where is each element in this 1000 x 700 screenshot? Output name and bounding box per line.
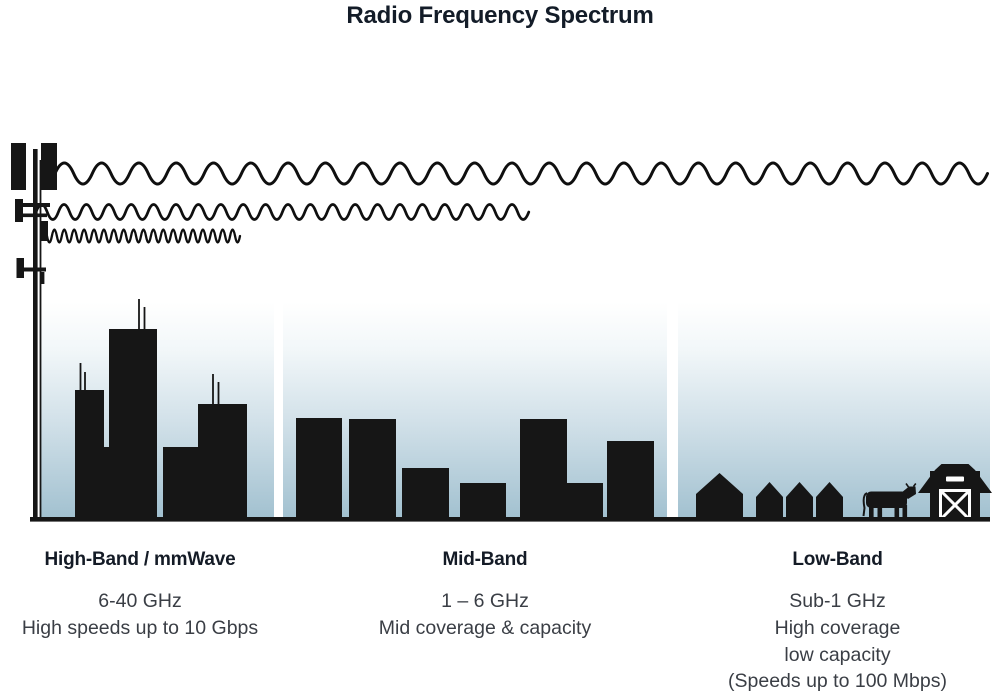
low-band-heading: Low-Band	[792, 549, 883, 570]
rooftop-antenna-icon	[79, 299, 220, 405]
cell-tower-icon	[11, 143, 57, 518]
low-band-wave-icon	[53, 161, 989, 186]
mid-band-frequency: 1 – 6 GHz	[441, 590, 529, 612]
building	[520, 419, 567, 520]
low-band-label: Low-Band Sub-1 GHz High coverage low cap…	[700, 549, 975, 695]
building	[460, 483, 506, 520]
high-band-wave-icon	[40, 228, 242, 244]
midband-sky-panel	[283, 302, 667, 518]
highband-skyline	[75, 299, 247, 520]
house-icon	[786, 482, 813, 520]
building	[607, 441, 654, 520]
building	[296, 418, 342, 520]
cow-icon	[862, 483, 917, 520]
low-band-coverage: High coverage	[774, 616, 901, 639]
building	[402, 468, 449, 520]
house-icon	[696, 473, 743, 520]
ground-line	[30, 517, 990, 522]
building	[567, 483, 603, 520]
building	[103, 447, 111, 520]
high-band-heading: High-Band / mmWave	[44, 549, 236, 570]
mid-band-heading: Mid-Band	[442, 549, 528, 570]
high-band-frequency: 6-40 GHz	[98, 590, 182, 612]
low-band-frequency: Sub-1 GHz	[789, 590, 886, 612]
building	[198, 404, 247, 520]
page-title: Radio Frequency Spectrum	[346, 2, 654, 29]
mid-band-description: Mid coverage & capacity	[378, 616, 592, 639]
high-band-label: High-Band / mmWave 6-40 GHz High speeds …	[15, 549, 265, 642]
building	[75, 390, 104, 520]
house-icon	[816, 482, 843, 520]
mid-band-label: Mid-Band 1 – 6 GHz Mid coverage & capaci…	[360, 549, 610, 642]
barn-icon	[918, 464, 992, 521]
lowband-scene	[696, 464, 992, 521]
mid-band-wave-icon	[34, 203, 531, 221]
building	[109, 329, 157, 520]
low-band-speed: (Speeds up to 100 Mbps)	[728, 670, 947, 693]
low-band-capacity: low capacity	[784, 643, 891, 666]
high-band-description: High speeds up to 10 Gbps	[21, 616, 259, 639]
building	[349, 419, 396, 520]
midband-skyline	[296, 418, 654, 520]
house-icon	[756, 482, 783, 520]
building	[163, 447, 198, 520]
radio-waves	[34, 161, 989, 244]
